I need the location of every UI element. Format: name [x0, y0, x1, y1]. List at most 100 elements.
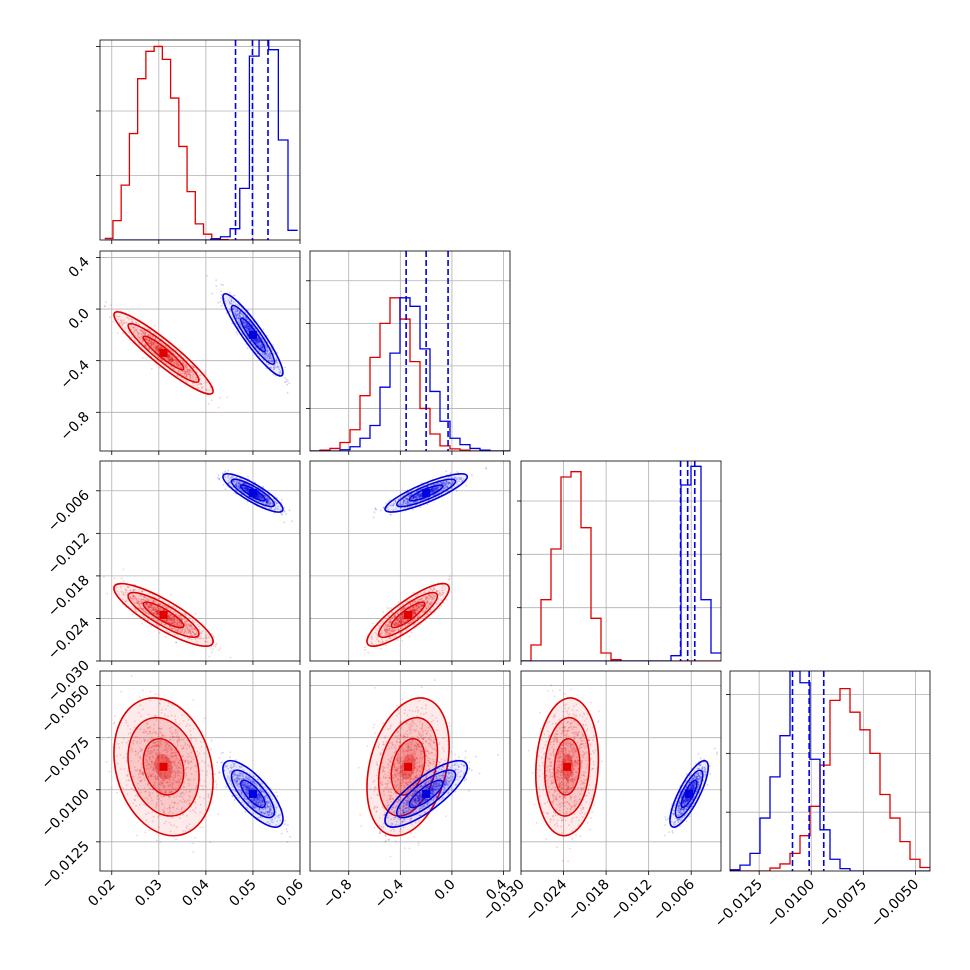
- sample-point: [242, 329, 245, 332]
- sample-point: [384, 630, 387, 633]
- sample-point: [416, 493, 419, 496]
- sample-point: [189, 627, 192, 630]
- sample-point: [445, 470, 448, 473]
- sample-point: [261, 338, 264, 341]
- sample-point: [246, 483, 249, 486]
- sample-point: [291, 520, 293, 523]
- sample-point: [133, 330, 136, 333]
- sample-point: [247, 325, 250, 328]
- sample-point: [144, 344, 147, 346]
- sample-point: [236, 309, 239, 311]
- sample-point: [205, 389, 208, 391]
- sample-point: [244, 487, 247, 490]
- sample-point: [247, 484, 250, 486]
- sample-point: [154, 349, 157, 352]
- sample-point: [246, 329, 249, 332]
- sample-point: [390, 607, 393, 609]
- sample-point: [142, 598, 145, 601]
- sample-point: [222, 484, 225, 486]
- sample-point: [189, 632, 192, 635]
- sample-point: [401, 613, 404, 615]
- sample-point: [158, 611, 160, 614]
- sample-point: [200, 387, 203, 389]
- sample-point: [266, 350, 268, 353]
- sample-point: [445, 480, 448, 483]
- sample-point: [188, 373, 191, 376]
- sample-point: [145, 338, 148, 341]
- sample-point: [403, 606, 406, 609]
- sample-point: [430, 603, 433, 606]
- sample-point: [272, 373, 275, 376]
- sample-point: [183, 369, 186, 372]
- sample-point: [260, 347, 263, 349]
- sample-point: [218, 397, 221, 399]
- sample-point: [171, 627, 174, 630]
- sample-point: [241, 319, 244, 322]
- sample-point: [134, 597, 137, 599]
- sample-point: [439, 592, 442, 595]
- sample-point: [169, 361, 172, 363]
- sample-point: [179, 625, 181, 627]
- sample-point: [375, 632, 378, 635]
- sample-point: [391, 628, 394, 631]
- sample-point: [374, 631, 376, 634]
- sample-point: [267, 502, 269, 505]
- sample-point: [386, 626, 388, 628]
- sample-point: [144, 345, 147, 347]
- sample-point: [246, 323, 248, 326]
- sample-point: [195, 633, 198, 636]
- sample-point: [246, 486, 248, 489]
- sample-point: [236, 310, 239, 312]
- sample-point: [126, 593, 128, 596]
- sample-point: [405, 497, 407, 500]
- sample-point: [236, 333, 239, 336]
- sample-point: [435, 602, 437, 605]
- sample-point: [158, 345, 161, 347]
- sample-point: [179, 622, 181, 625]
- sample-point: [266, 497, 268, 500]
- sample-point: [176, 623, 179, 626]
- sample-point: [194, 633, 197, 636]
- panel-frame: [99, 250, 301, 452]
- sample-point: [134, 339, 136, 342]
- sample-point: [414, 618, 417, 621]
- sample-point: [267, 502, 269, 505]
- sample-point: [193, 627, 196, 630]
- sample-point: [179, 614, 181, 617]
- sample-point: [168, 617, 171, 620]
- sample-point: [265, 498, 268, 500]
- sample-point: [240, 325, 243, 328]
- sample-point: [137, 600, 140, 603]
- sample-point: [437, 486, 440, 489]
- sample-point: [171, 359, 174, 362]
- sample-point: [255, 340, 258, 343]
- sample-point: [151, 335, 154, 338]
- sample-point: [416, 600, 419, 603]
- sample-point: [420, 598, 422, 601]
- sample-point: [268, 503, 270, 506]
- sample-point: [429, 587, 432, 590]
- sample-point: [177, 614, 179, 617]
- sample-point: [429, 587, 431, 590]
- sample-point: [129, 596, 132, 599]
- sample-point: [239, 310, 242, 313]
- sample-point: [237, 482, 240, 485]
- sample-point: [152, 344, 155, 346]
- sample-point: [425, 596, 427, 598]
- sample-point: [167, 358, 170, 361]
- sample-point: [187, 624, 190, 626]
- sample-point: [248, 329, 250, 331]
- sample-point: [159, 603, 161, 605]
- sample-point: [150, 604, 152, 607]
- sample-point: [167, 617, 170, 620]
- sample-point: [395, 622, 398, 625]
- sample-point: [260, 497, 262, 500]
- sample-point: [168, 618, 171, 621]
- sample-point: [439, 481, 442, 484]
- sample-point: [244, 487, 247, 490]
- histogram-red: [310, 297, 510, 451]
- sample-point: [154, 337, 157, 339]
- sample-point: [262, 348, 264, 351]
- sample-point: [265, 501, 267, 504]
- sample-point: [422, 609, 424, 612]
